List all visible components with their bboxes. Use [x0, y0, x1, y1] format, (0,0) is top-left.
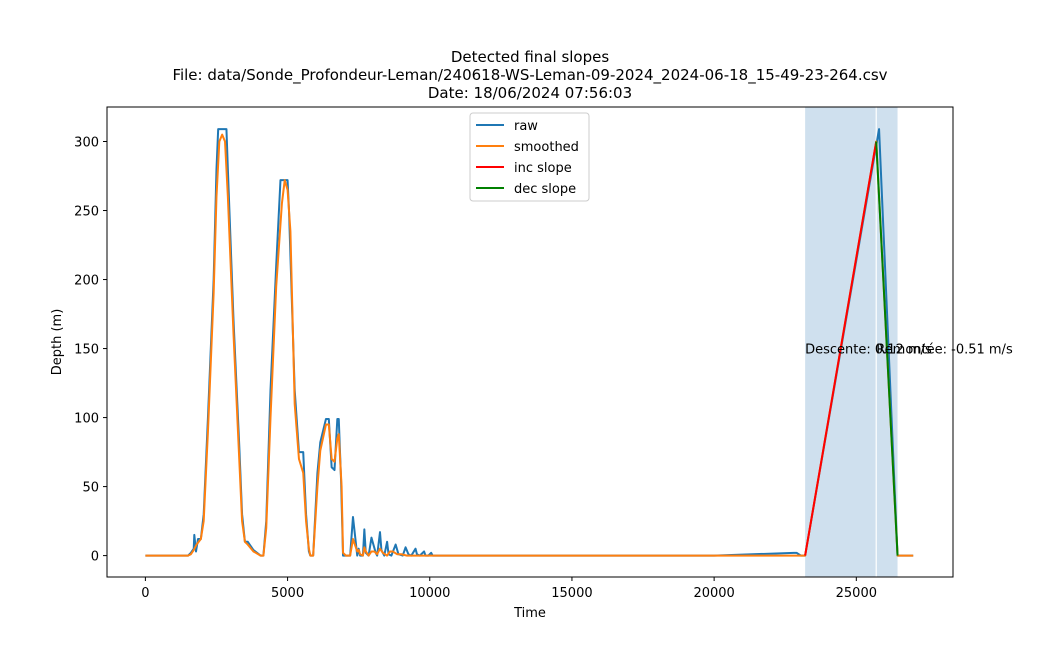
legend: raw smoothed inc slope dec slope: [469, 112, 590, 202]
legend-label-inc-slope: inc slope: [514, 161, 572, 176]
y-axis-ticks: 0 50 100 150 200 250 300: [74, 136, 107, 565]
series-layer: [145, 128, 914, 557]
chart-title-line-1: Detected final slopes: [451, 48, 610, 66]
annotation-1: Descente: 0.12 m/s: [805, 343, 932, 358]
y-tick-label: 200: [74, 274, 99, 289]
y-tick-label: 0: [91, 550, 99, 565]
axes-frame: [106, 106, 954, 578]
legend-label-smoothed: smoothed: [514, 140, 579, 155]
y-tick-label: 150: [74, 343, 99, 358]
annotation-2: Remontée: -0.51 m/s: [876, 343, 1013, 358]
x-tick-label: 10000: [409, 586, 450, 601]
y-tick-label: 250: [74, 205, 99, 220]
chart-title-line-3: Date: 18/06/2024 07:56:03: [428, 84, 632, 102]
series-line-inc-slope: [804, 141, 878, 556]
x-tick-label: 20000: [693, 586, 734, 601]
x-axis-label: Time: [513, 606, 546, 621]
legend-box: [469, 112, 590, 202]
y-tick-label: 50: [82, 481, 99, 496]
y-tick-label: 100: [74, 412, 99, 427]
chart-title-line-2: File: data/Sonde_Profondeur-Leman/240618…: [172, 66, 887, 85]
shaded-region-1: [805, 107, 877, 577]
y-axis-label: Depth (m): [50, 309, 65, 376]
x-tick-label: 0: [141, 586, 149, 601]
y-tick-label: 300: [74, 136, 99, 151]
legend-label-raw: raw: [514, 119, 538, 134]
series-line-dec-slope: [875, 141, 899, 556]
series-line-smoothed: [145, 133, 914, 557]
x-tick-label: 15000: [551, 586, 592, 601]
x-axis-ticks: 0 5000 10000 15000 20000 25000: [141, 577, 877, 601]
x-tick-label: 25000: [836, 586, 877, 601]
legend-label-dec-slope: dec slope: [514, 182, 576, 197]
x-tick-label: 5000: [271, 586, 304, 601]
